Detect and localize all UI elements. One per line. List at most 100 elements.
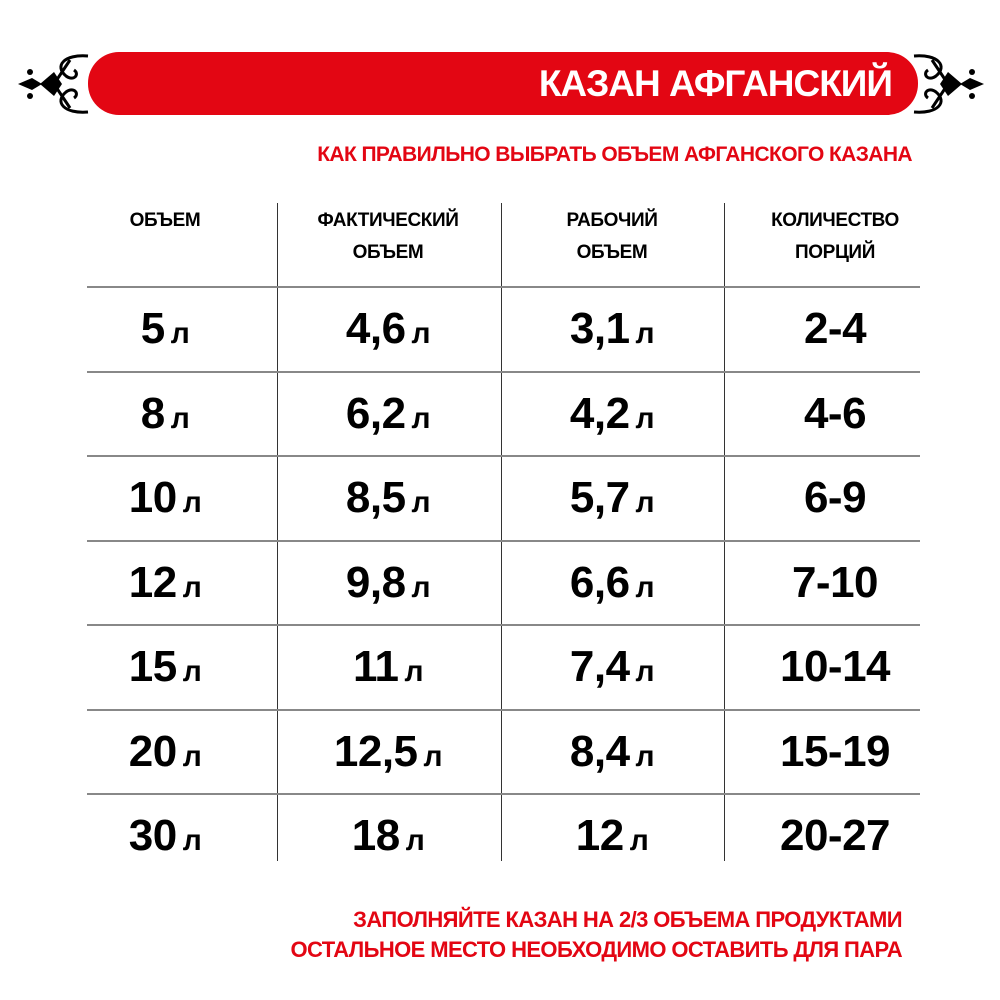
cell-value: 5: [140, 304, 165, 353]
cell-value: 4-6: [803, 388, 867, 438]
unit-label: л: [405, 824, 425, 857]
subtitle: КАК ПРАВИЛЬНО ВЫБРАТЬ ОБЪЕМ АФГАНСКОГО К…: [317, 143, 912, 166]
unit-label: л: [635, 401, 655, 435]
column-divider: [724, 203, 725, 861]
cell-value: 10-14: [779, 642, 891, 691]
column-header-line: КОЛИЧЕСТВО: [771, 210, 899, 231]
column-header: РАБОЧИЙ ОБЪЕМ: [512, 205, 712, 269]
cell-value: 6,6: [569, 557, 630, 607]
unit-label: л: [170, 317, 190, 350]
footer-note-2: ОСТАЛЬНОЕ МЕСТО НЕОБХОДИМО ОСТАВИТЬ ДЛЯ …: [290, 937, 903, 962]
unit-label: л: [411, 486, 431, 519]
table-cell: 8,5 л: [278, 456, 498, 545]
cell-value: 8: [140, 388, 165, 438]
table-cell: 2-4: [725, 287, 945, 371]
table-cell: 20-27: [725, 794, 945, 878]
unit-label: л: [635, 655, 655, 688]
cell-value: 20-27: [779, 811, 891, 860]
table-cell: 6,2 л: [278, 372, 498, 461]
column-header: ФАКТИЧЕСКИЙ ОБЪЕМ: [288, 205, 488, 269]
unit-label: л: [423, 739, 443, 773]
cell-value: 12: [128, 557, 177, 607]
cell-value: 8,4: [569, 726, 630, 776]
cell-value: 20: [128, 726, 177, 776]
table-cell: 20 л: [55, 710, 275, 799]
unit-label: л: [635, 570, 655, 604]
table-cell: 4,6 л: [278, 287, 498, 376]
unit-label: л: [629, 824, 649, 857]
table-cell: 18 л: [278, 794, 498, 883]
cell-value: 18: [351, 811, 400, 860]
column-header-line: ФАКТИЧЕСКИЙ: [317, 210, 459, 231]
cell-value: 7-10: [791, 557, 879, 607]
table-cell: 7,4 л: [502, 625, 722, 714]
unit-label: л: [182, 570, 202, 604]
unit-label: л: [635, 739, 655, 773]
table-cell: 6,6 л: [502, 541, 722, 630]
page-title: КАЗАН АФГАНСКИЙ: [538, 63, 893, 104]
table-cell: 30 л: [55, 794, 275, 883]
cell-value: 4,2: [569, 388, 630, 438]
ornamental-scroll-icon: [18, 54, 89, 114]
table-cell: 10-14: [725, 625, 945, 709]
cell-value: 6,2: [345, 388, 406, 438]
cell-value: 4,6: [345, 304, 406, 353]
ornamental-scroll-icon: [913, 54, 984, 114]
column-header-line: ОБЪЕМ: [352, 242, 424, 263]
table-cell: 15 л: [55, 625, 275, 714]
column-header-line: ПОРЦИЙ: [795, 242, 875, 263]
title-banner: КАЗАН АФГАНСКИЙ: [88, 52, 918, 115]
column-header-line: ОБЪЕМ: [576, 242, 648, 263]
table-cell: 3,1 л: [502, 287, 722, 376]
table-cell: 9,8 л: [278, 541, 498, 630]
column-header-line: ОБЪЕМ: [129, 210, 201, 231]
column-header-line: [65, 237, 265, 269]
table-cell: 8,4 л: [502, 710, 722, 799]
cell-value: 3,1: [569, 304, 630, 353]
table-cell: 11 л: [278, 625, 498, 714]
table-cell: 12 л: [502, 794, 722, 883]
row-divider: [87, 370, 920, 373]
footer-note-1: ЗАПОЛНЯЙТЕ КАЗАН НА 2/3 ОБЪЕМА ПРОДУКТАМ…: [353, 907, 902, 932]
row-divider: [87, 286, 920, 288]
cell-value: 7,4: [569, 642, 630, 691]
unit-label: л: [170, 401, 190, 435]
unit-label: л: [635, 486, 655, 519]
unit-label: л: [182, 739, 202, 773]
table-cell: 4-6: [725, 372, 945, 456]
table-cell: 7-10: [725, 541, 945, 625]
unit-label: л: [182, 655, 202, 688]
row-divider: [87, 455, 920, 457]
cell-value: 11: [352, 642, 399, 691]
column-divider: [501, 203, 502, 861]
unit-label: л: [411, 570, 431, 604]
unit-label: л: [635, 317, 655, 350]
cell-value: 10: [128, 473, 177, 522]
table-cell: 12,5 л: [278, 710, 498, 799]
column-divider: [277, 203, 278, 861]
table-cell: 5,7 л: [502, 456, 722, 545]
cell-value: 12,5: [333, 726, 418, 776]
unit-label: л: [404, 655, 424, 688]
column-header: КОЛИЧЕСТВО ПОРЦИЙ: [735, 205, 935, 269]
cell-value: 8,5: [345, 473, 406, 522]
unit-label: л: [182, 486, 202, 519]
row-divider: [87, 539, 920, 542]
unit-label: л: [411, 401, 431, 435]
table-cell: 12 л: [55, 541, 275, 630]
table-cell: 6-9: [725, 456, 945, 540]
cell-value: 9,8: [345, 557, 406, 607]
column-header-line: РАБОЧИЙ: [566, 210, 658, 231]
row-divider: [87, 793, 920, 795]
table-cell: 15-19: [725, 710, 945, 794]
unit-label: л: [411, 317, 431, 350]
cell-value: 15: [128, 642, 177, 691]
cell-value: 15-19: [779, 726, 891, 776]
cell-value: 30: [128, 811, 177, 860]
cell-value: 6-9: [803, 473, 867, 522]
cell-value: 12: [575, 811, 624, 860]
table-cell: 4,2 л: [502, 372, 722, 461]
column-header: ОБЪЕМ: [65, 205, 265, 269]
